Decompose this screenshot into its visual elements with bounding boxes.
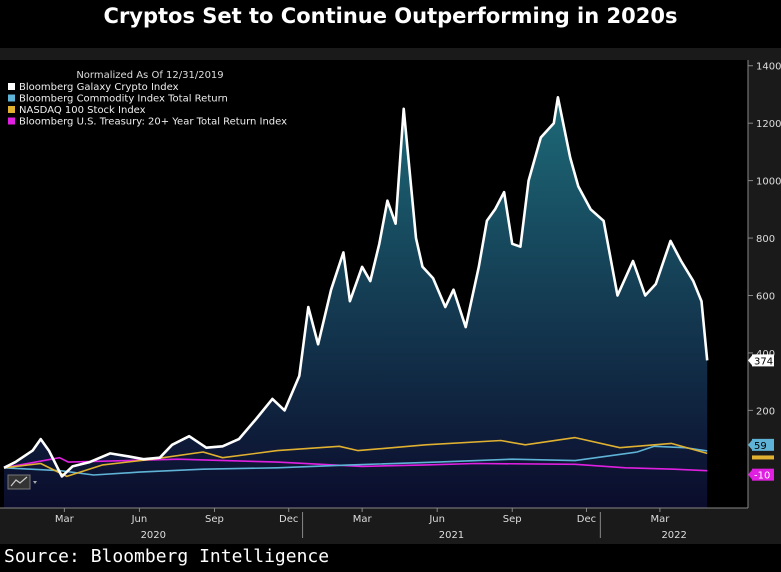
last-value-label: 59 — [754, 441, 767, 452]
area-layer — [4, 97, 708, 509]
x-tick-label: Mar — [55, 514, 75, 525]
series-line-nasdaq-100-stock-index — [3, 436, 708, 478]
x-tick-label: Sep — [205, 514, 224, 525]
x-tick-label: Mar — [353, 514, 373, 525]
x-year-label: 2020 — [141, 530, 166, 541]
last-value-label: -10 — [754, 471, 770, 482]
nasdaq-badge-marker — [752, 455, 774, 460]
y-tick-label: 1400 — [756, 62, 781, 73]
legend-title: Normalized As Of 12/31/2019 — [76, 70, 223, 81]
source-text: Source: Bloomberg Intelligence — [4, 546, 330, 567]
y-tick-label: 800 — [756, 234, 775, 245]
series-line-bloomberg-galaxy-crypto-index — [3, 96, 709, 478]
legend-label: NASDAQ 100 Stock Index — [19, 105, 146, 116]
legend-swatch — [8, 83, 15, 90]
chart-title: Cryptos Set to Continue Outperforming in… — [103, 4, 678, 28]
series-line-bloomberg-u-s-treasury-20-year-total-return-index — [3, 456, 708, 472]
crypto-area-fill — [4, 97, 708, 509]
x-tick-label: Dec — [577, 514, 596, 525]
x-tick-label: Jun — [131, 514, 148, 525]
legend-swatch — [8, 106, 15, 113]
last-value-label: 374 — [754, 356, 773, 367]
badge-box — [752, 468, 774, 481]
legend-swatch — [8, 117, 15, 125]
series-layer — [3, 96, 709, 478]
x-tick-label: Jun — [428, 514, 445, 525]
title-bar: Cryptos Set to Continue Outperforming in… — [0, 0, 781, 48]
y-tick-label: 200 — [756, 406, 775, 417]
chart-type-icon[interactable] — [7, 474, 37, 490]
series-line-bloomberg-commodity-index-total-return — [3, 445, 708, 476]
y-tick-label: 1000 — [756, 177, 781, 188]
y-tick-label: 600 — [756, 291, 775, 302]
x-axis: Mar Jun Sep Dec Mar Jun Sep Dec Mar 2020 2021 2022 — [0, 507, 748, 541]
badge-pointer — [748, 438, 753, 451]
x-tick-label: Mar — [650, 514, 670, 525]
chart-svg: 200400600800100012001400 MarJunSepDecMar… — [0, 60, 781, 541]
badge-pointer — [748, 468, 753, 481]
legend-label: Bloomberg Commodity Index Total Return — [19, 94, 228, 105]
x-tick-label: Sep — [503, 514, 522, 525]
legend-label: Bloomberg Galaxy Crypto Index — [19, 82, 179, 93]
chart-panel: 200400600800100012001400 MarJunSepDecMar… — [0, 48, 781, 542]
legend-box — [4, 66, 294, 130]
y-tick-label: 1200 — [756, 119, 781, 130]
badge-box — [752, 354, 774, 367]
last-value-badges: 374 59 -10 — [748, 354, 774, 482]
x-tick-label: Dec — [279, 514, 298, 525]
badge-box — [752, 438, 774, 451]
badge-pointer — [748, 354, 753, 367]
legend-swatch — [8, 94, 15, 102]
source-bar: Source: Bloomberg Intelligence — [0, 542, 781, 572]
legend-label: Bloomberg U.S. Treasury: 20+ Year Total … — [19, 117, 287, 128]
x-year-label: 2022 — [661, 530, 686, 541]
x-year-label: 2021 — [439, 530, 464, 541]
